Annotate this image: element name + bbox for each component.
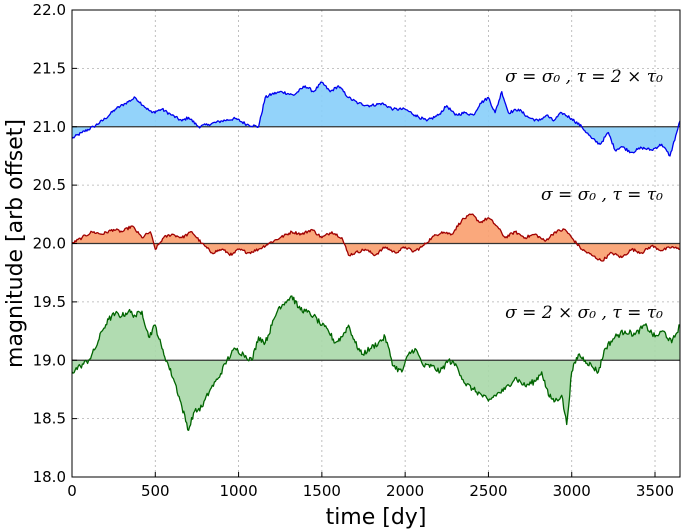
y-tick-label: 22.0 <box>33 1 66 19</box>
y-tick-label: 19.5 <box>33 293 66 311</box>
y-tick-label: 20.0 <box>33 235 66 253</box>
series-fill <box>72 82 680 156</box>
series-line <box>71 213 681 262</box>
series-fill <box>72 296 680 431</box>
series-fill <box>72 214 680 261</box>
series-line <box>71 81 681 157</box>
x-tick-label: 1000 <box>219 482 257 500</box>
series-annotation: σ = σ₀ , τ = 2 × τ₀ <box>505 67 663 87</box>
x-axis-label: time [dy] <box>326 505 427 530</box>
y-tick-label: 18.5 <box>33 410 66 428</box>
x-tick-label: 2500 <box>469 482 507 500</box>
x-tick-label: 2000 <box>386 482 424 500</box>
series-annotation: σ = 2 × σ₀ , τ = τ₀ <box>505 303 663 323</box>
baselines <box>72 126 680 361</box>
x-tick-label: 1500 <box>303 482 341 500</box>
y-tick-label: 21.0 <box>33 118 66 136</box>
x-tick-label: 3000 <box>553 482 591 500</box>
x-tick-label: 500 <box>141 482 170 500</box>
series-lines <box>71 81 681 431</box>
series-line <box>71 295 681 431</box>
y-tick-label: 20.5 <box>33 176 66 194</box>
x-tick-label: 3500 <box>636 482 674 500</box>
series-annotation: σ = σ₀ , τ = τ₀ <box>541 185 663 205</box>
area-fills <box>72 82 680 431</box>
y-tick-label: 19.0 <box>33 351 66 369</box>
y-axis-label: magnitude [arb offset] <box>3 119 28 368</box>
x-tick-label: 0 <box>67 482 77 500</box>
annotations: σ = σ₀ , τ = 2 × τ₀ σ = σ₀ , τ = τ₀ σ = 2 … <box>505 67 663 323</box>
y-tick-label: 18.0 <box>33 468 66 486</box>
ticks: 0 500 1000 1500 2000 2500 3000 3500 18.0 18.5 19.0… <box>33 1 675 500</box>
y-tick-label: 21.5 <box>33 59 66 77</box>
